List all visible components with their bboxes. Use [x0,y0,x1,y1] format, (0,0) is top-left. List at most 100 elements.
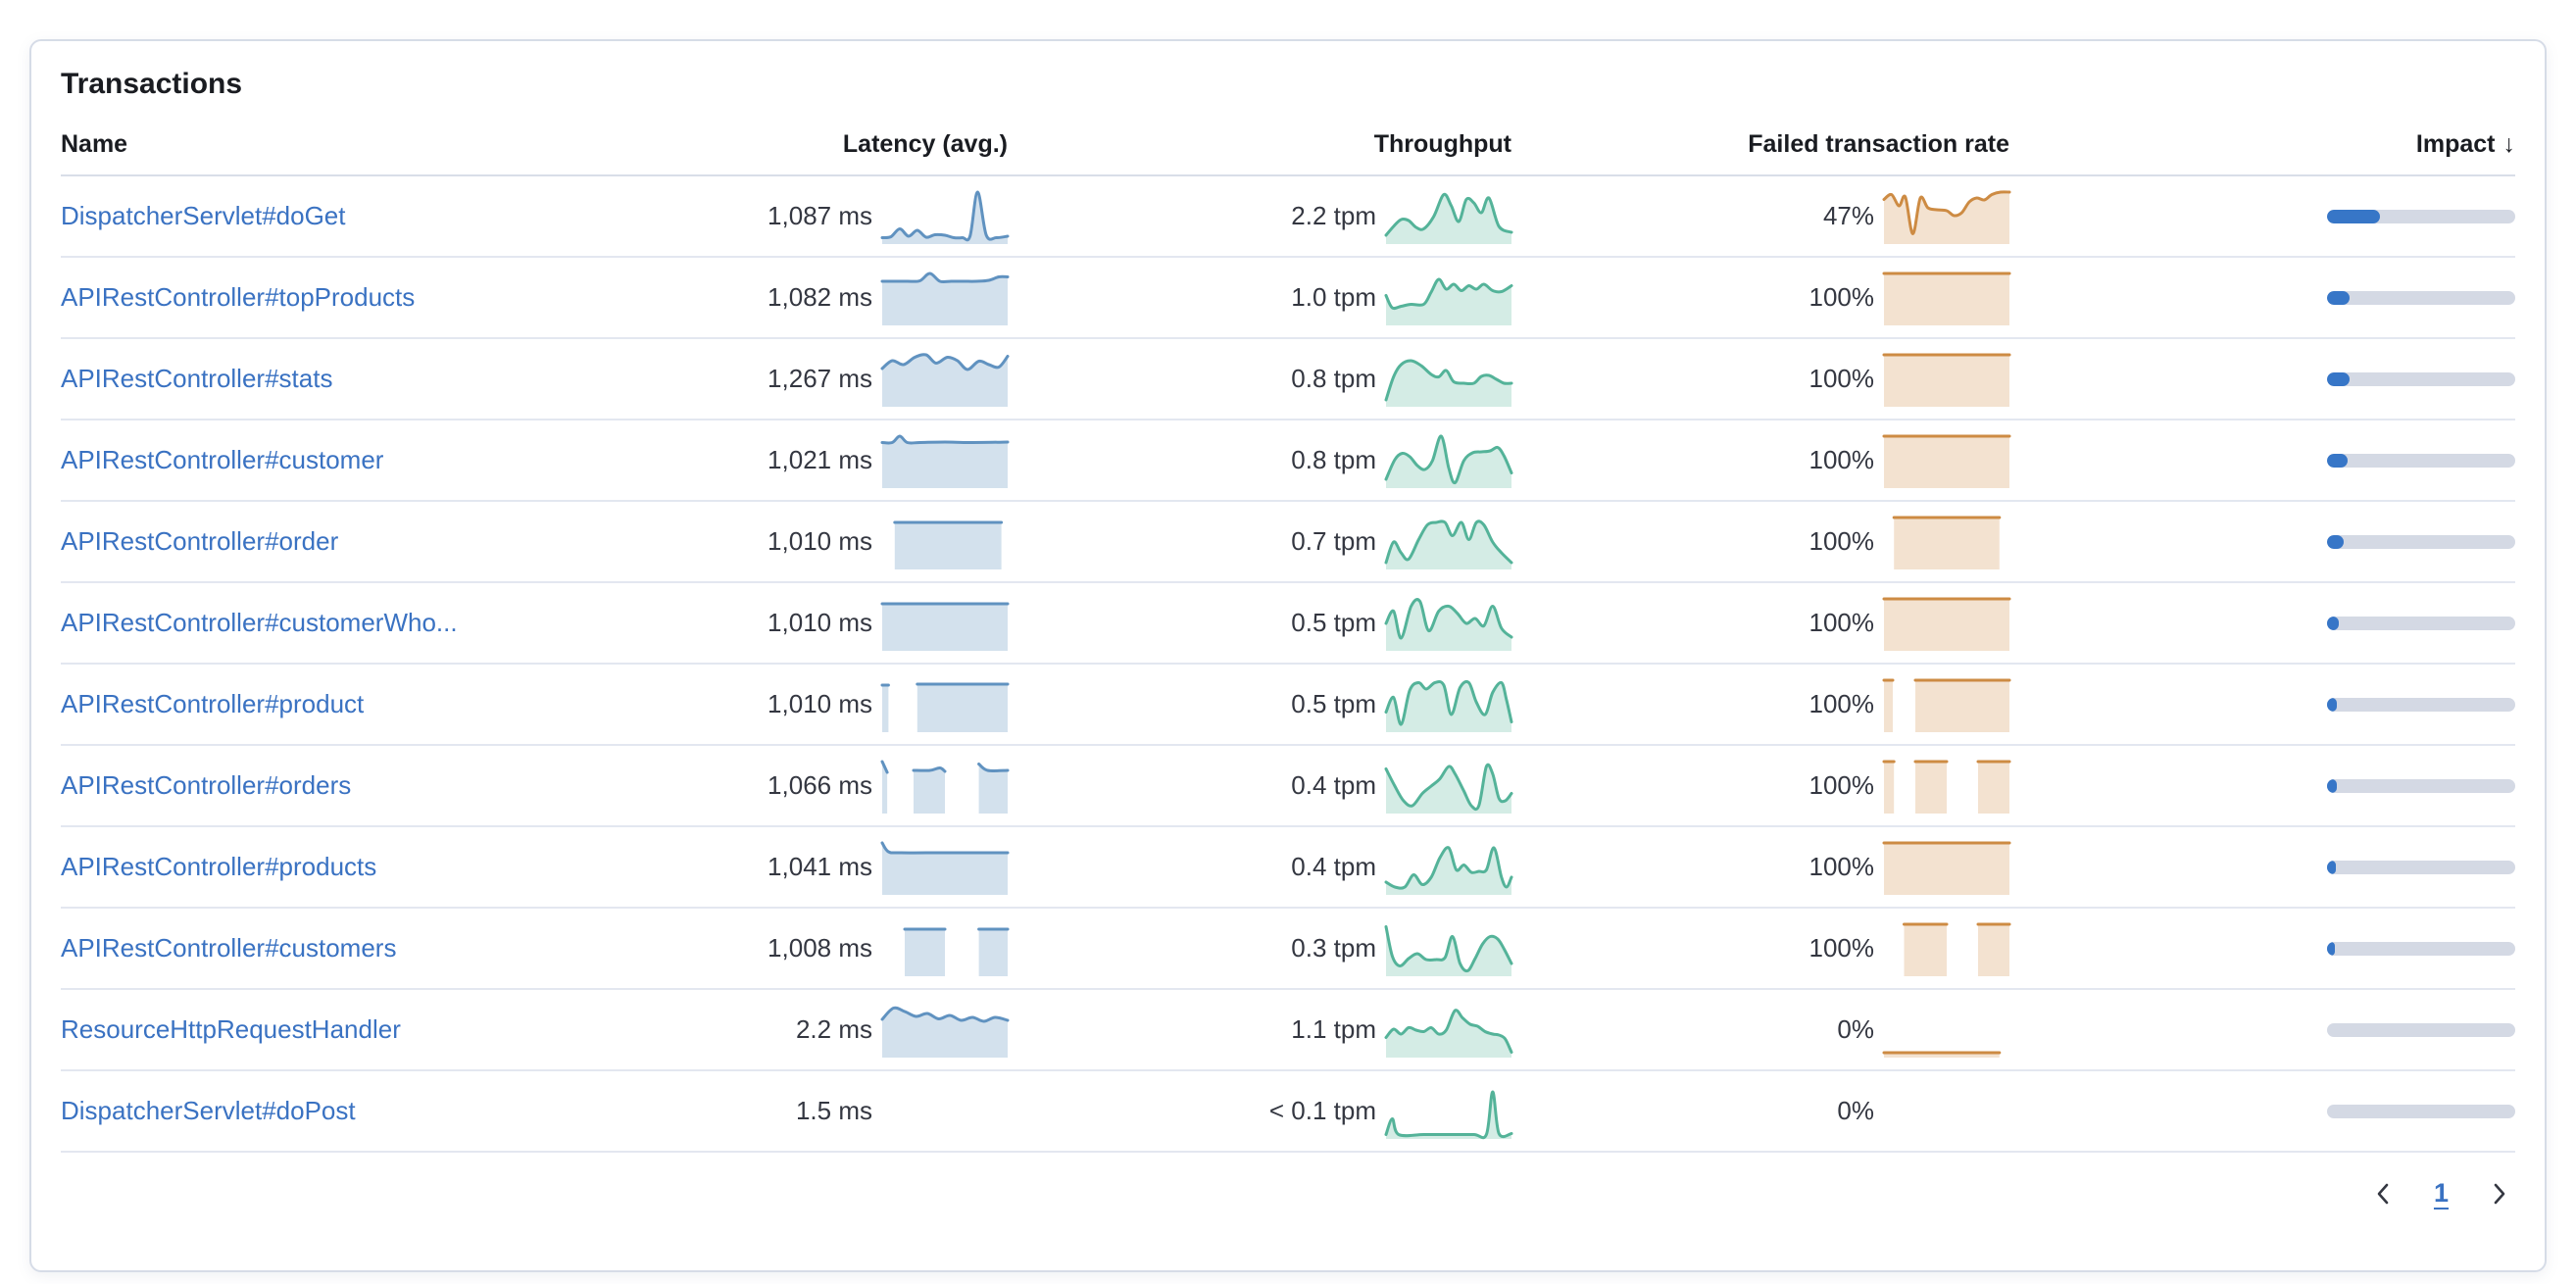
next-page-button[interactable] [2486,1181,2511,1207]
throughput-cell: 0.7 tpm [1008,515,1513,569]
latency-value: 1,267 ms [768,364,872,393]
transaction-link[interactable]: APIRestController#product [61,689,365,718]
transaction-link[interactable]: APIRestController#order [61,526,339,556]
latency-sparkline-svg [893,520,1004,569]
throughput-sparkline-svg [1384,358,1513,407]
transaction-link[interactable]: DispatcherServlet#doGet [61,201,346,230]
impact-cell [2009,371,2515,386]
throughput-cell: 1.1 tpm [1008,1003,1513,1058]
throughput-cell: < 0.1 tpm [1008,1084,1513,1139]
column-header-throughput[interactable]: Throughput [1373,130,1511,158]
previous-page-button[interactable] [2371,1181,2397,1207]
impact-bar [2327,616,2515,630]
table-row: DispatcherServlet#doPost 1.5 ms < 0.1 tpm 0… [61,1071,2515,1153]
throughput-cell: 1.0 tpm [1008,271,1513,325]
throughput-sparkline-svg [1384,1089,1513,1139]
throughput-sparkline [1384,921,1513,976]
failed-rate-cell: 100% [1511,759,2011,814]
failed-rate-cell: 100% [1511,677,2011,732]
transaction-name-cell: APIRestController#topProducts [61,282,655,313]
page-number-current[interactable]: 1 [2433,1178,2449,1208]
throughput-value: 0.5 tpm [1291,608,1376,637]
latency-sparkline-svg [880,189,1010,244]
table-row: APIRestController#customerWho... 1,010 ms… [61,583,2515,665]
table-body: DispatcherServlet#doGet 1,087 ms 2.2 tpm 47… [61,176,2515,1153]
latency-value: 1,066 ms [768,770,872,800]
latency-value: 1.5 ms [795,1096,872,1125]
throughput-sparkline-svg [1384,277,1513,325]
throughput-sparkline-svg [1384,763,1513,814]
latency-sparkline-svg [880,272,1010,325]
impact-bar-fill [2327,616,2339,630]
latency-value: 1,082 ms [768,282,872,312]
table-row: APIRestController#customer 1,021 ms 0.8 tp… [61,420,2515,502]
transactions-panel: Transactions Name Latency (avg.) Through… [29,39,2547,1272]
latency-value: 1,010 ms [768,526,872,556]
throughput-value: < 0.1 tpm [1268,1096,1376,1125]
column-header-impact[interactable]: Impact ↓ [2009,130,2515,159]
failed-rate-sparkline-svg [1882,189,2011,244]
table-row: APIRestController#order 1,010 ms 0.7 tpm 10… [61,502,2515,583]
pagination: 1 [61,1153,2515,1209]
transaction-link[interactable]: DispatcherServlet#doPost [61,1096,356,1125]
column-header-failed-rate[interactable]: Failed transaction rate [1748,130,2009,158]
latency-cell: 1,010 ms [655,596,1010,651]
table-row: APIRestController#orders 1,066 ms 0.4 tpm 1… [61,746,2515,827]
throughput-sparkline-svg [1384,519,1513,569]
impact-bar [2327,941,2515,956]
throughput-cell: 0.5 tpm [1008,677,1513,732]
impact-bar-fill [2327,453,2349,468]
failed-rate-sparkline [1882,433,2011,488]
latency-sparkline-svg [880,1006,1010,1058]
impact-bar-fill [2327,290,2351,305]
transaction-link[interactable]: APIRestController#topProducts [61,282,416,312]
transaction-link[interactable]: APIRestController#customer [61,445,384,474]
failed-rate-value: 100% [1808,933,1875,963]
impact-bar [2327,453,2515,468]
failed-rate-cell: 100% [1511,596,2011,651]
latency-sparkline [882,515,1008,569]
impact-cell [2009,1022,2515,1037]
impact-bar-fill [2327,860,2336,874]
latency-sparkline-svg [880,602,1010,651]
transaction-name-cell: ResourceHttpRequestHandler [61,1014,655,1045]
latency-value: 1,010 ms [768,608,872,637]
latency-sparkline [880,840,1010,895]
transaction-name-cell: APIRestController#order [61,526,655,557]
latency-cell: 2.2 ms [655,1003,1010,1058]
transaction-link[interactable]: ResourceHttpRequestHandler [61,1014,401,1044]
impact-bar [2327,290,2515,305]
throughput-sparkline [1384,677,1513,732]
transaction-link[interactable]: APIRestController#customerWho... [61,608,458,637]
throughput-sparkline-svg [1384,924,1513,976]
failed-rate-sparkline [1882,677,2011,732]
failed-rate-cell: 0% [1511,1084,2009,1139]
throughput-value: 1.1 tpm [1291,1014,1376,1044]
failed-rate-sparkline-svg [1892,516,2002,569]
failed-rate-sparkline-svg [1882,1051,2002,1058]
failed-rate-sparkline-svg [1882,353,2011,407]
throughput-cell: 0.8 tpm [1008,352,1513,407]
latency-value: 1,087 ms [768,201,872,230]
column-header-name[interactable]: Name [61,130,128,158]
transaction-link[interactable]: APIRestController#orders [61,770,352,800]
throughput-sparkline [1384,433,1513,488]
throughput-value: 2.2 tpm [1291,201,1376,230]
throughput-cell: 0.3 tpm [1008,921,1513,976]
impact-bar-fill [2327,371,2351,386]
throughput-cell: 0.8 tpm [1008,433,1513,488]
latency-sparkline-svg [880,434,1010,488]
impact-bar [2327,209,2515,223]
column-header-latency[interactable]: Latency (avg.) [842,130,1008,158]
transaction-link[interactable]: APIRestController#products [61,852,377,881]
impact-cell [2009,616,2515,630]
impact-bar [2327,371,2515,386]
latency-value: 2.2 ms [795,1014,872,1044]
latency-cell: 1,021 ms [655,433,1010,488]
transaction-link[interactable]: APIRestController#customers [61,933,397,963]
transaction-link[interactable]: APIRestController#stats [61,364,333,393]
latency-cell: 1.5 ms [655,1084,1008,1139]
latency-sparkline-svg [903,927,1010,976]
failed-rate-sparkline-svg [1882,272,2011,325]
latency-sparkline [880,596,1010,651]
